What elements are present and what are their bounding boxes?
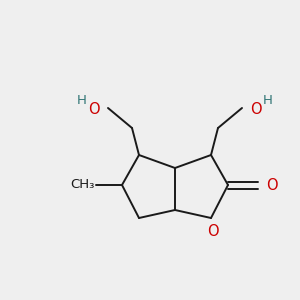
Text: CH₃: CH₃ bbox=[70, 178, 94, 191]
Text: H: H bbox=[77, 94, 87, 106]
Text: O: O bbox=[207, 224, 219, 239]
Text: O: O bbox=[88, 103, 100, 118]
Text: O: O bbox=[250, 103, 262, 118]
Text: H: H bbox=[263, 94, 273, 106]
Text: O: O bbox=[266, 178, 278, 193]
